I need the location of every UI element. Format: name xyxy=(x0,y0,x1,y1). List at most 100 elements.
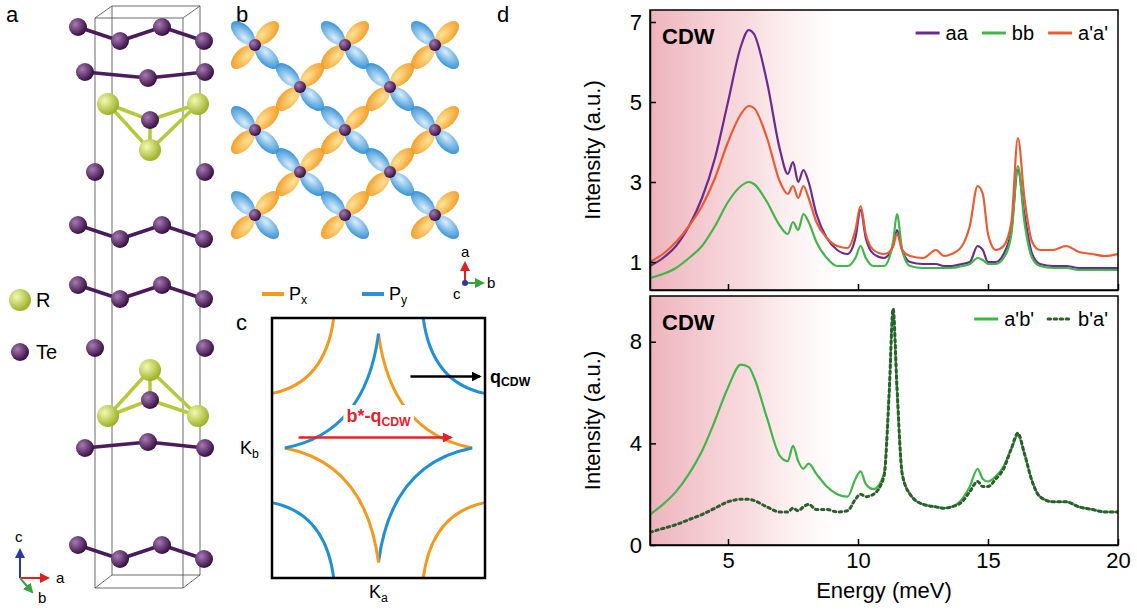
legend-item: b'a' xyxy=(1048,308,1108,330)
te-atom xyxy=(141,111,159,129)
axis-label: b xyxy=(38,589,46,606)
x-tick xyxy=(988,284,989,290)
axis-dot xyxy=(462,280,468,286)
legend: R Te xyxy=(9,289,57,363)
te-atom xyxy=(196,63,214,81)
legend-swatch xyxy=(11,343,29,361)
q-arrow xyxy=(410,375,479,378)
te-atom xyxy=(111,290,129,308)
y-tick: 7 xyxy=(630,10,656,35)
x-tick-mark xyxy=(988,539,990,545)
te-atom xyxy=(339,209,351,221)
te-atom xyxy=(196,439,214,457)
legend-swatch xyxy=(974,318,998,321)
text-base: K xyxy=(369,582,381,602)
y-axis-title: Intensity (a.u.) xyxy=(580,80,605,219)
panel-label: a xyxy=(6,2,19,27)
fermi-contour xyxy=(272,503,334,578)
r-atom xyxy=(187,405,209,427)
b-q-arrow xyxy=(299,436,451,439)
x-tick-mark xyxy=(988,284,990,290)
x-tick: 10 xyxy=(846,539,870,573)
y-axis-line xyxy=(650,297,652,546)
y-tick-mark xyxy=(650,182,656,184)
te-atom xyxy=(86,339,104,357)
legend-swatch xyxy=(916,32,940,35)
x-axis xyxy=(651,284,1119,291)
y-tick-mark xyxy=(650,545,656,547)
te-atom xyxy=(76,439,94,457)
chart-panel: 1357Intensity (a.u.)CDWaabba'a' xyxy=(580,10,1119,291)
te-atom xyxy=(294,81,306,93)
x-axis-line xyxy=(651,545,1119,547)
x-tick xyxy=(1118,284,1119,290)
y-tick-mark xyxy=(650,341,656,343)
legend-label: R xyxy=(36,289,50,311)
x-tick-label: 5 xyxy=(722,548,734,573)
text-subscript: y xyxy=(401,293,408,307)
plot-frame xyxy=(650,10,1118,290)
legend-label: Te xyxy=(36,341,57,363)
y-tick: 3 xyxy=(630,170,656,195)
te-atom xyxy=(153,18,171,36)
text-subscript: CDW xyxy=(501,375,531,389)
x-tick-label: 20 xyxy=(1106,548,1130,573)
te-atom xyxy=(76,63,94,81)
text-base: P xyxy=(289,284,301,304)
te-atom xyxy=(249,124,261,136)
axis-triad: cab xyxy=(15,528,65,606)
legend: PxPy xyxy=(262,284,408,307)
te-atom xyxy=(339,124,351,136)
legend-item: a'b' xyxy=(974,308,1034,330)
series-line xyxy=(650,311,1118,514)
annotation: CDW xyxy=(662,24,715,49)
label-patch xyxy=(343,405,414,430)
series-line xyxy=(650,309,1118,533)
y-tick-mark xyxy=(650,262,656,264)
te-atom xyxy=(153,216,171,234)
axis-label: a xyxy=(461,243,470,260)
legend-label: Py xyxy=(389,284,408,307)
x-tick xyxy=(858,284,859,290)
legend-label: a'a' xyxy=(1078,22,1108,44)
panel-label: d xyxy=(497,2,509,27)
crystal-structure: R Te cab xyxy=(9,6,214,606)
y-tick-mark xyxy=(650,22,656,24)
te-atom xyxy=(139,433,157,451)
te-atom xyxy=(384,81,396,93)
x-tick-mark xyxy=(858,284,860,290)
orbital-lobes xyxy=(227,17,464,244)
legend-label: aa xyxy=(946,22,969,44)
y-tick-mark xyxy=(650,443,656,445)
te-atom xyxy=(195,230,213,248)
te-atom xyxy=(195,32,213,50)
plot-area xyxy=(650,296,1118,545)
orbital-lattice: a c b PxPy xyxy=(227,17,496,307)
te-atom xyxy=(111,32,129,50)
te-atom xyxy=(294,166,306,178)
annotation: CDW xyxy=(662,310,715,335)
series-line xyxy=(650,106,1118,262)
te-atom xyxy=(429,209,441,221)
y-tick-mark xyxy=(650,102,656,104)
legend-item: a'a' xyxy=(1048,22,1108,44)
x-axis-title: Energy (meV) xyxy=(816,578,952,603)
series-line xyxy=(650,166,1118,278)
atoms xyxy=(69,18,214,568)
text-base: P xyxy=(389,284,401,304)
axis-label: c xyxy=(453,285,461,302)
x-tick-mark xyxy=(728,284,730,290)
y-axis-line xyxy=(650,11,652,291)
te-atom xyxy=(249,209,261,221)
te-atom xyxy=(111,550,129,568)
te-atom xyxy=(196,163,214,181)
te-atom xyxy=(139,69,157,87)
plot-frame xyxy=(650,296,1118,545)
te-atom xyxy=(429,124,441,136)
axis-label: b xyxy=(487,274,495,291)
legend-label: a'b' xyxy=(1004,308,1034,330)
text-subscript: b xyxy=(252,447,259,461)
te-atom xyxy=(141,391,159,409)
te-atom xyxy=(69,18,87,36)
legend-swatch xyxy=(9,289,31,311)
